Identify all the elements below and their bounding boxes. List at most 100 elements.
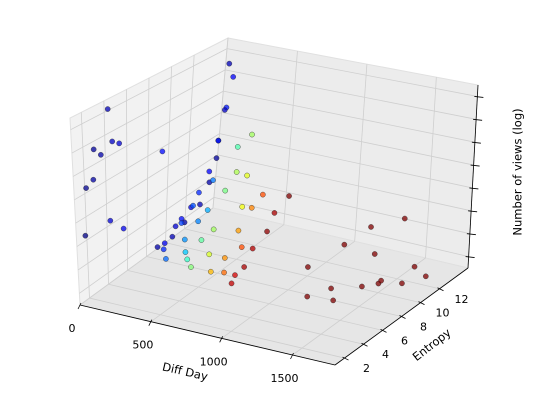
z-tick (466, 233, 476, 236)
z-grid-line (219, 133, 473, 189)
point (104, 106, 111, 112)
point (195, 218, 202, 225)
point (264, 228, 270, 235)
point (221, 269, 227, 276)
z-grid-line (226, 48, 478, 97)
x-tick-label: 0 (69, 322, 76, 335)
point (234, 144, 241, 150)
z-grid-line (213, 196, 469, 257)
x-axis-line (79, 304, 336, 366)
point (378, 277, 384, 284)
point (230, 74, 237, 80)
point (328, 285, 334, 292)
z-tick (474, 96, 484, 98)
z-tick (465, 256, 475, 258)
x-grid-line (283, 51, 298, 225)
z-grid-line (75, 133, 220, 224)
y-tick (342, 356, 349, 361)
point (90, 176, 97, 183)
point (210, 226, 217, 233)
points (82, 60, 429, 304)
point (206, 251, 213, 258)
z-grid-line (221, 111, 474, 166)
y-tick-label: 12 (455, 293, 469, 306)
point (161, 240, 168, 247)
point (221, 107, 228, 113)
y-tick (399, 315, 406, 319)
y-grid-line (89, 297, 345, 359)
x-tick-label: 1500 (271, 372, 299, 385)
point (97, 151, 104, 158)
z-tick (473, 118, 483, 121)
z-tick (471, 141, 481, 144)
point (160, 246, 167, 253)
point (204, 207, 211, 213)
point (215, 137, 222, 144)
point (222, 187, 229, 194)
z-tick (469, 187, 479, 190)
point (207, 268, 214, 275)
point (184, 256, 191, 263)
z-grid-line (223, 90, 475, 143)
point (196, 189, 202, 196)
point (120, 225, 127, 232)
z-grid-line (225, 69, 477, 120)
point (109, 138, 116, 145)
y-tick-label: 8 (420, 321, 427, 334)
y-grid-line (184, 228, 440, 290)
z-grid-line (71, 69, 226, 154)
y-grid-line (103, 100, 109, 285)
x-grid-line (354, 64, 368, 242)
y-tick (380, 328, 387, 333)
z-grid-line (79, 197, 215, 294)
point (198, 237, 205, 243)
x-tick-label: 1000 (200, 355, 228, 368)
point (359, 283, 365, 290)
z-tick (470, 164, 480, 167)
y-grid-line (127, 269, 383, 331)
point (107, 217, 114, 224)
point (233, 169, 240, 175)
z-grid-line (70, 48, 228, 131)
point (188, 264, 194, 270)
point (197, 201, 203, 208)
y-tick-label: 10 (436, 307, 450, 320)
y-tick (437, 287, 444, 292)
y-tick-label: 4 (382, 348, 389, 361)
point (249, 245, 256, 252)
z-grid-line (72, 90, 224, 177)
point (401, 215, 408, 222)
x-tick (77, 302, 82, 310)
z-grid-line (74, 112, 222, 201)
y-tick-label: 6 (401, 334, 408, 347)
x-tick (148, 319, 153, 326)
point (159, 148, 166, 155)
y-grid-line (146, 77, 150, 257)
point (271, 210, 278, 216)
point (368, 224, 374, 230)
z-axis-label: Number of views (log) (511, 108, 525, 235)
x-tick (290, 352, 294, 360)
x-tick-label: 500 (132, 339, 153, 352)
point (244, 172, 250, 179)
y-grid-line (184, 55, 195, 229)
point (206, 168, 213, 175)
point (181, 236, 188, 243)
y-tick (361, 342, 368, 347)
point (190, 202, 196, 209)
point (239, 203, 246, 210)
point (238, 244, 245, 250)
point (182, 249, 189, 255)
point (90, 146, 97, 153)
z-tick (468, 210, 478, 213)
y-tick (418, 301, 425, 306)
z-grid-line (217, 154, 472, 212)
point (210, 177, 216, 184)
z-axis-line (467, 84, 479, 269)
point (286, 193, 292, 199)
point (116, 140, 123, 147)
y-grid-line (80, 112, 90, 299)
point (172, 223, 179, 230)
y-grid-line (165, 66, 172, 243)
